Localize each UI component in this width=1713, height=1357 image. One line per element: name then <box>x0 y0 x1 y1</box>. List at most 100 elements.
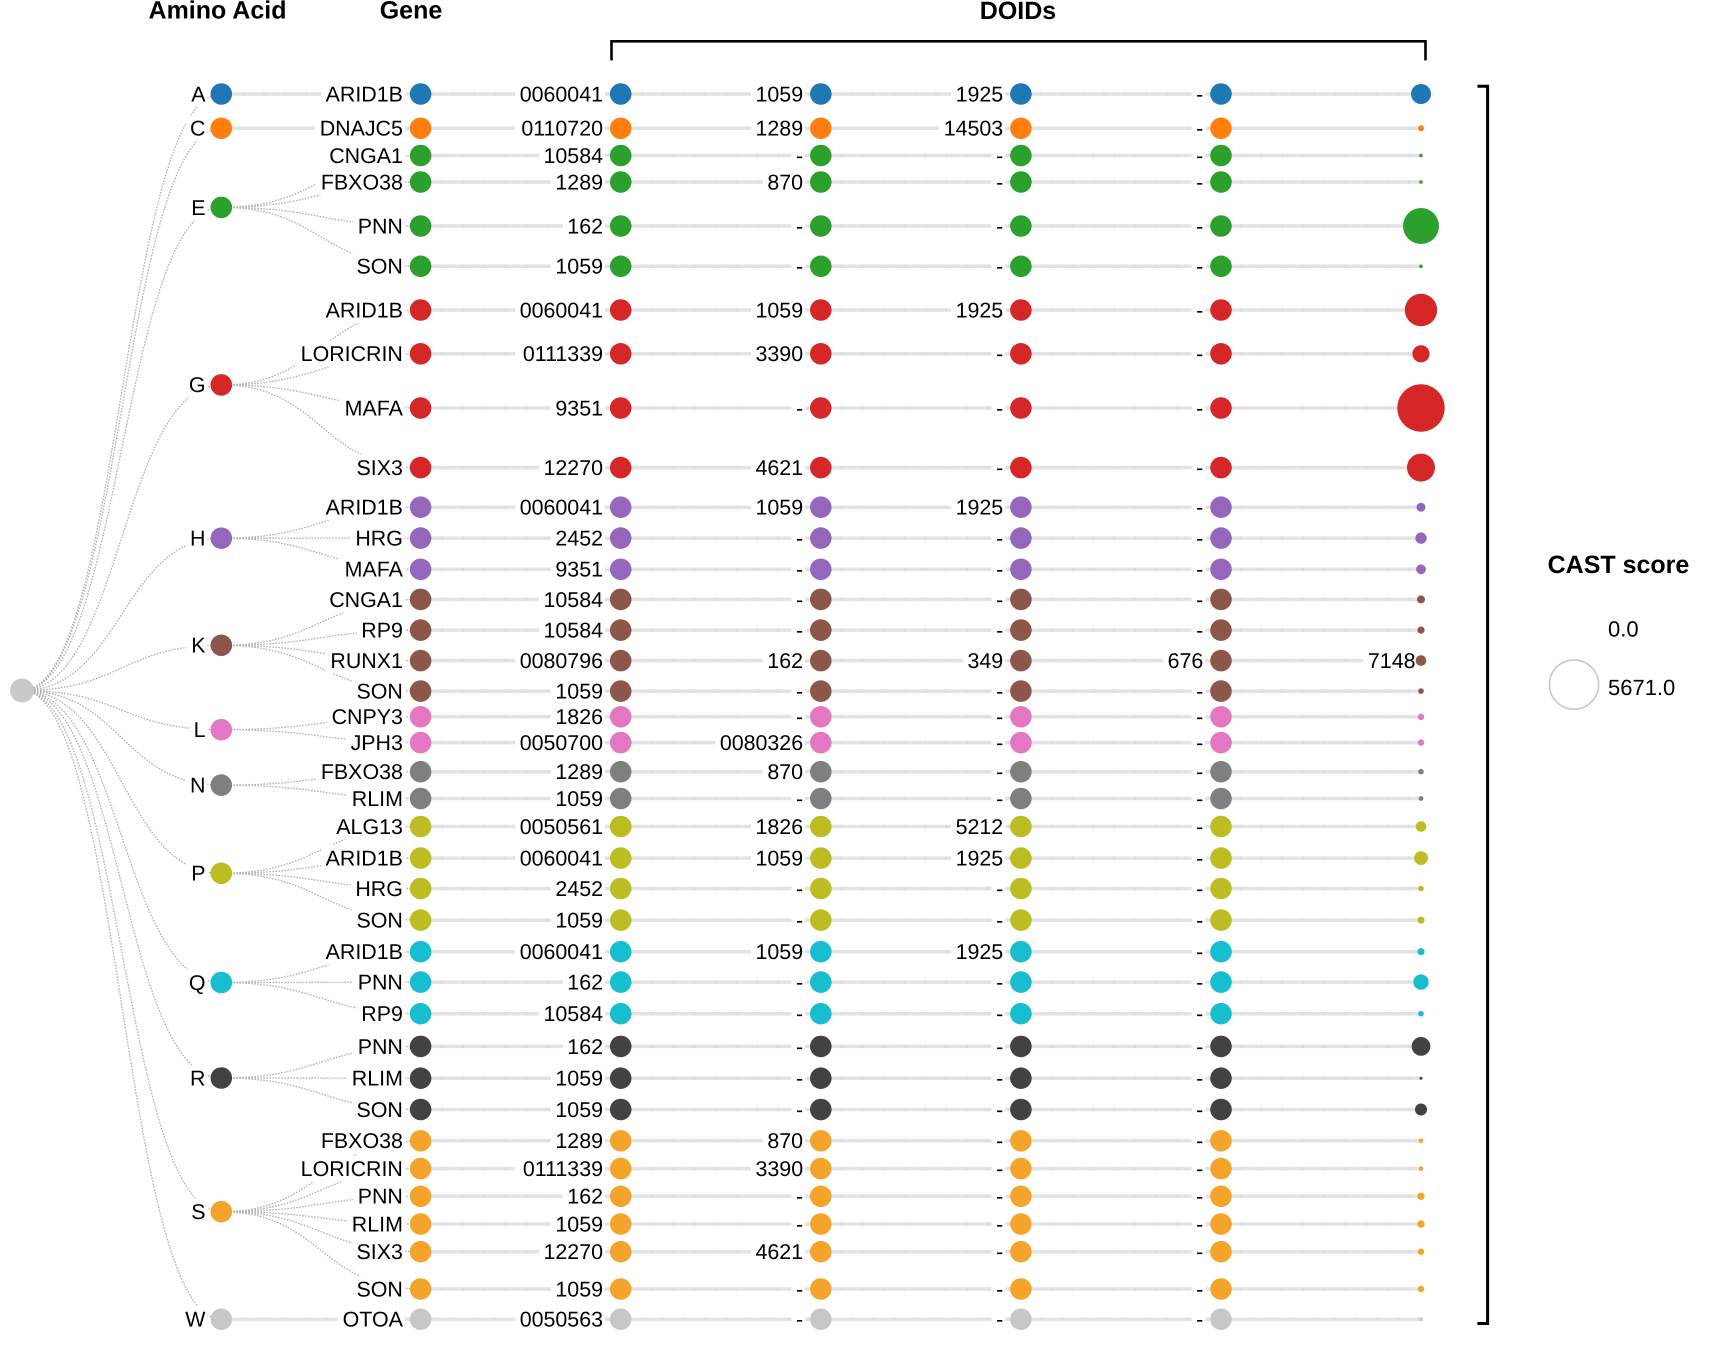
svg-text:-: - <box>1196 877 1203 901</box>
svg-text:1289: 1289 <box>555 1129 603 1153</box>
svg-text:-: - <box>1196 170 1203 194</box>
svg-text:-: - <box>1196 214 1203 238</box>
svg-text:RP9: RP9 <box>361 1002 403 1026</box>
svg-text:-: - <box>1196 731 1203 755</box>
svg-text:0060041: 0060041 <box>520 496 603 520</box>
svg-text:Q: Q <box>189 971 206 995</box>
svg-text:-: - <box>996 1157 1003 1181</box>
svg-text:10584: 10584 <box>544 588 604 612</box>
svg-text:P: P <box>191 862 205 886</box>
svg-text:1925: 1925 <box>956 82 1004 106</box>
svg-text:1925: 1925 <box>956 496 1004 520</box>
svg-text:FBXO38: FBXO38 <box>321 170 403 194</box>
svg-text:14503: 14503 <box>944 117 1003 141</box>
svg-text:0110720: 0110720 <box>521 117 603 141</box>
svg-text:-: - <box>996 680 1003 704</box>
svg-text:1059: 1059 <box>555 680 603 704</box>
svg-text:-: - <box>1196 1002 1203 1026</box>
svg-text:1059: 1059 <box>756 847 804 871</box>
svg-text:-: - <box>996 456 1003 480</box>
svg-text:162: 162 <box>567 971 603 995</box>
svg-text:-: - <box>996 1067 1003 1091</box>
svg-text:-: - <box>996 255 1003 279</box>
svg-text:CAST score: CAST score <box>1548 551 1690 579</box>
svg-text:N: N <box>190 774 205 798</box>
svg-text:PNN: PNN <box>358 214 403 238</box>
svg-text:-: - <box>796 787 803 811</box>
svg-text:ARID1B: ARID1B <box>326 940 403 964</box>
svg-text:12270: 12270 <box>544 456 604 480</box>
svg-text:S: S <box>191 1200 205 1224</box>
svg-text:-: - <box>796 909 803 933</box>
svg-text:1289: 1289 <box>756 117 804 141</box>
svg-text:12270: 12270 <box>544 1240 604 1264</box>
svg-text:R: R <box>190 1066 205 1090</box>
svg-text:-: - <box>1196 971 1203 995</box>
svg-text:-: - <box>1196 255 1203 279</box>
svg-text:1059: 1059 <box>756 496 804 520</box>
svg-text:-: - <box>1196 396 1203 420</box>
svg-text:RLIM: RLIM <box>352 1212 403 1236</box>
svg-text:1059: 1059 <box>756 940 804 964</box>
svg-text:CNPY3: CNPY3 <box>332 705 403 729</box>
svg-text:-: - <box>796 680 803 704</box>
svg-text:870: 870 <box>767 1129 803 1153</box>
svg-text:10584: 10584 <box>544 144 604 168</box>
svg-text:5671.0: 5671.0 <box>1608 675 1675 700</box>
svg-text:870: 870 <box>767 760 803 784</box>
svg-text:-: - <box>996 1240 1003 1264</box>
svg-text:1925: 1925 <box>956 940 1004 964</box>
svg-text:0060041: 0060041 <box>520 82 603 106</box>
svg-text:-: - <box>1196 680 1203 704</box>
svg-text:DOIDs: DOIDs <box>980 0 1056 25</box>
svg-text:-: - <box>1196 144 1203 168</box>
svg-text:SON: SON <box>357 680 403 704</box>
svg-text:RUNX1: RUNX1 <box>330 649 403 673</box>
svg-text:-: - <box>1196 117 1203 141</box>
svg-text:L: L <box>194 718 206 742</box>
svg-text:-: - <box>796 1212 803 1236</box>
svg-text:C: C <box>190 117 205 141</box>
svg-text:SON: SON <box>357 1098 403 1122</box>
svg-text:1059: 1059 <box>555 1277 603 1301</box>
svg-text:162: 162 <box>567 1035 603 1059</box>
svg-text:-: - <box>796 144 803 168</box>
svg-text:0060041: 0060041 <box>520 298 603 322</box>
svg-text:-: - <box>996 760 1003 784</box>
svg-text:DNAJC5: DNAJC5 <box>320 117 403 141</box>
svg-text:PNN: PNN <box>358 1185 403 1209</box>
svg-text:5212: 5212 <box>956 815 1004 839</box>
svg-text:SIX3: SIX3 <box>357 456 403 480</box>
svg-text:3390: 3390 <box>756 1157 804 1181</box>
svg-text:-: - <box>996 1212 1003 1236</box>
svg-text:-: - <box>796 1002 803 1026</box>
svg-text:1059: 1059 <box>555 909 603 933</box>
svg-text:-: - <box>1196 940 1203 964</box>
svg-text:1059: 1059 <box>555 1067 603 1091</box>
svg-text:-: - <box>1196 909 1203 933</box>
svg-text:-: - <box>1196 1212 1203 1236</box>
svg-text:W: W <box>185 1308 206 1332</box>
svg-text:-: - <box>796 588 803 612</box>
svg-text:-: - <box>996 144 1003 168</box>
svg-text:-: - <box>796 877 803 901</box>
svg-text:162: 162 <box>567 1185 603 1209</box>
svg-text:-: - <box>796 1185 803 1209</box>
svg-text:1059: 1059 <box>555 1098 603 1122</box>
svg-text:-: - <box>996 705 1003 729</box>
svg-text:-: - <box>996 971 1003 995</box>
svg-text:-: - <box>1196 342 1203 366</box>
svg-text:-: - <box>1196 588 1203 612</box>
svg-text:PNN: PNN <box>358 971 403 995</box>
svg-text:1289: 1289 <box>555 170 603 194</box>
svg-text:0.0: 0.0 <box>1608 617 1639 642</box>
svg-text:SON: SON <box>357 1277 403 1301</box>
svg-text:-: - <box>1196 1035 1203 1059</box>
svg-text:-: - <box>1196 527 1203 551</box>
svg-text:-: - <box>796 1067 803 1091</box>
svg-text:9351: 9351 <box>555 396 603 420</box>
svg-text:CNGA1: CNGA1 <box>329 588 403 612</box>
svg-text:-: - <box>796 558 803 582</box>
svg-text:SON: SON <box>357 909 403 933</box>
svg-text:-: - <box>996 909 1003 933</box>
